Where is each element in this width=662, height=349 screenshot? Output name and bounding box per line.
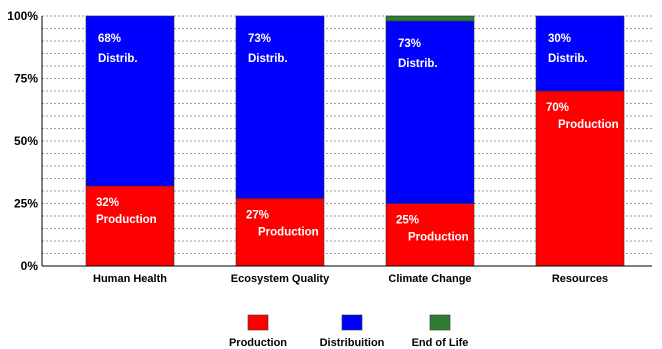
data-label-value: 27% — [246, 210, 269, 222]
legend-label: End of Life — [412, 337, 469, 349]
bar-segment — [535, 15, 625, 92]
legend-swatch — [341, 314, 363, 331]
x-category-label: Resources — [552, 273, 608, 285]
data-label-series: Distrib. — [548, 53, 588, 65]
y-tick-label: 100% — [7, 9, 38, 23]
data-label-value: 32% — [96, 197, 119, 209]
data-label-value: 68% — [98, 33, 121, 45]
y-tick-labels: 0% 25% 50% 75% 100% — [7, 9, 38, 273]
data-labels: 32% Production 68% Distrib. 27% Production 73%… — [96, 33, 619, 244]
y-tick-label: 50% — [14, 134, 38, 148]
x-category-labels: Human Health Ecosystem Quality Climate Cha… — [93, 273, 608, 285]
legend-label: Production — [229, 337, 287, 349]
bar-segment — [235, 15, 325, 199]
bar-segment — [85, 15, 175, 187]
y-tick-label: 75% — [14, 72, 38, 86]
data-label-value: 70% — [546, 102, 569, 114]
legend-label: Distribuition — [320, 337, 385, 349]
data-label-series: Distrib. — [398, 58, 438, 70]
x-category-label: Human Health — [93, 273, 167, 285]
data-label-series: Production — [96, 214, 157, 226]
data-label-value: 73% — [398, 38, 421, 50]
legend-swatch — [247, 314, 269, 331]
data-label-series: Production — [558, 119, 619, 131]
data-label-value: 25% — [396, 215, 419, 227]
bar-segment — [535, 90, 625, 267]
x-category-label: Ecosystem Quality — [231, 273, 330, 285]
y-tick-label: 25% — [14, 197, 38, 211]
bar-segment — [85, 185, 175, 267]
y-tick-label: 0% — [21, 259, 39, 273]
bar-segment — [385, 203, 475, 267]
bars — [85, 15, 625, 267]
bar-segment — [385, 20, 475, 204]
data-label-series: Distrib. — [98, 53, 138, 65]
legend-swatch — [429, 314, 451, 331]
data-label-series: Production — [408, 232, 469, 244]
data-label-value: 30% — [548, 33, 571, 45]
data-label-series: Distrib. — [248, 53, 288, 65]
bar-segment — [385, 15, 475, 22]
data-label-value: 73% — [248, 33, 271, 45]
data-label-series: Production — [258, 227, 319, 239]
legend: Production Distribuition End of Life — [229, 314, 469, 349]
axes — [41, 16, 652, 267]
x-category-label: Climate Change — [388, 273, 471, 285]
bar-segment — [235, 198, 325, 267]
